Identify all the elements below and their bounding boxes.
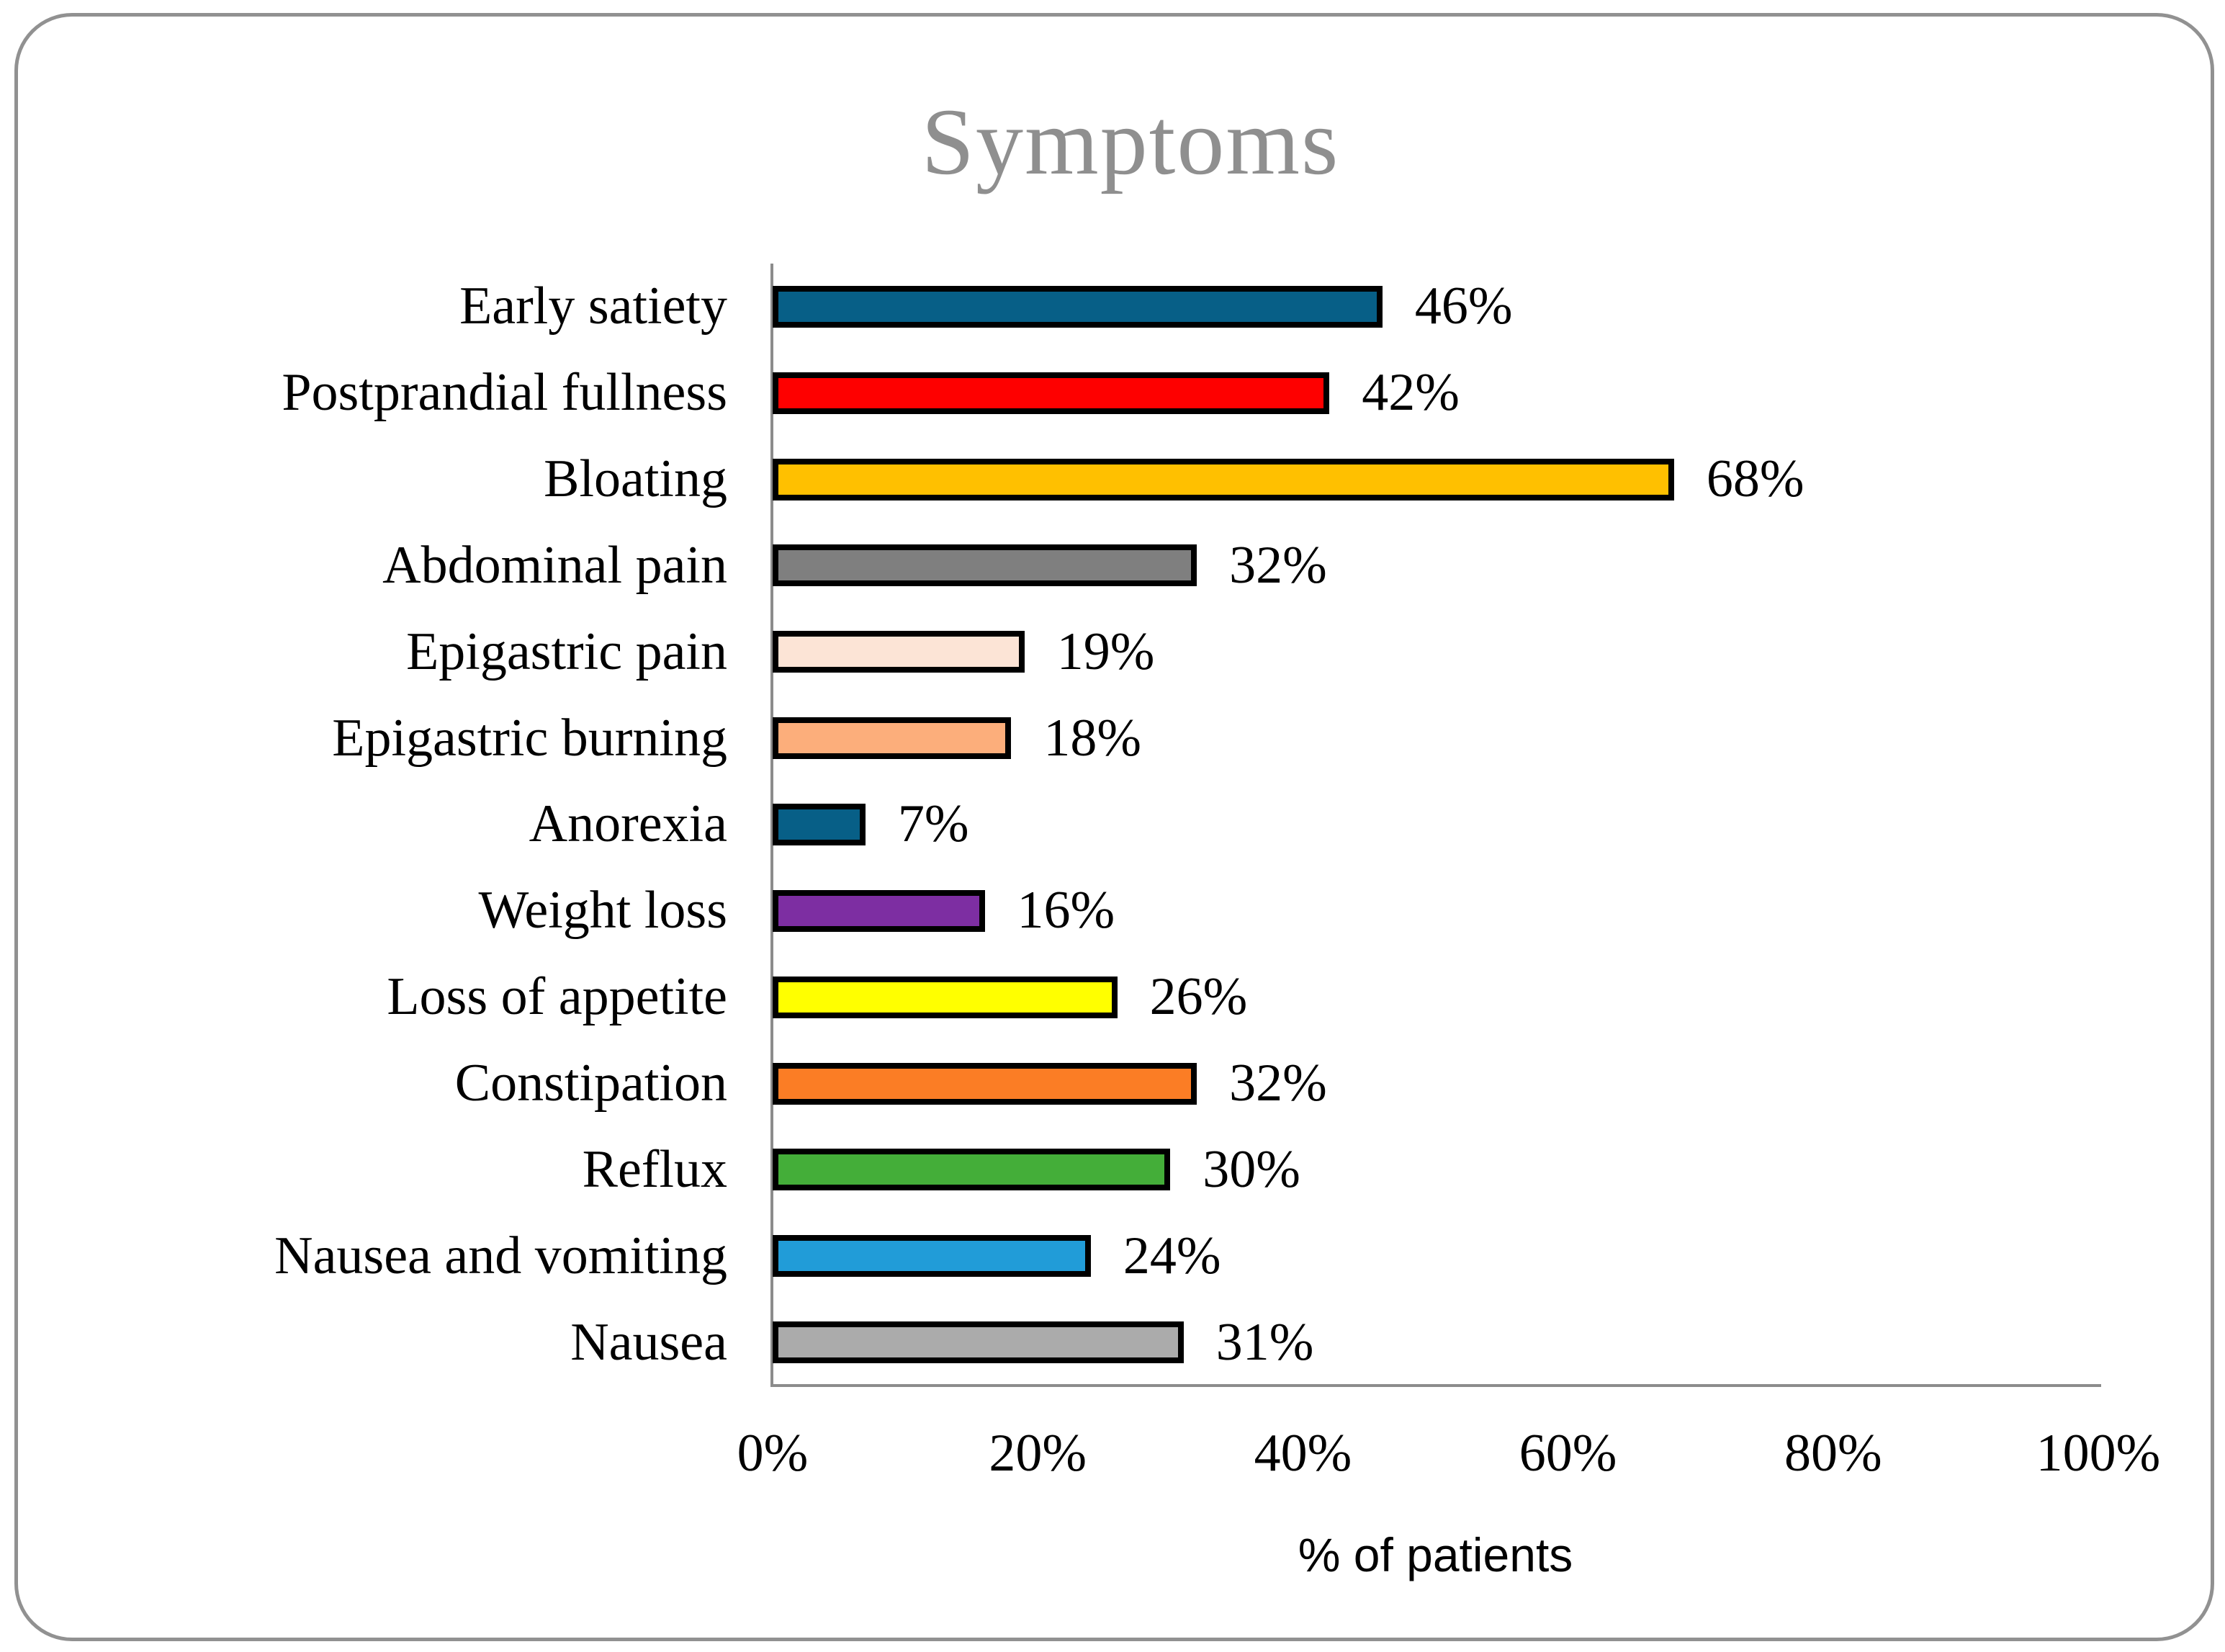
bar-row: 24% bbox=[773, 1213, 2098, 1299]
category-label: Epigastric pain bbox=[406, 621, 727, 681]
bar bbox=[773, 1235, 1091, 1278]
bar bbox=[773, 544, 1197, 587]
bar bbox=[773, 1321, 1184, 1364]
plot-area: 46% 42% 68% 32% 19% 18% 7% 16% 26% 32% 30% 24% 31% bbox=[773, 264, 2098, 1386]
category-label: Loss of appetite bbox=[387, 967, 727, 1027]
category-label: Early satiety bbox=[459, 277, 727, 336]
category-label: Nausea bbox=[570, 1312, 727, 1372]
bar-value-label: 16% bbox=[1017, 881, 1115, 941]
bar-value-label: 32% bbox=[1229, 535, 1327, 595]
bar-value-label: 31% bbox=[1215, 1312, 1314, 1372]
y-axis-line bbox=[770, 264, 773, 1387]
bar-row: 16% bbox=[773, 868, 2098, 954]
x-axis-ticks: 0% 20% 40% 60% 80% 100% bbox=[737, 1423, 2161, 1502]
bar bbox=[773, 889, 985, 932]
category-label: Constipation bbox=[454, 1054, 727, 1113]
bar-value-label: 24% bbox=[1123, 1226, 1221, 1285]
bar-value-label: 68% bbox=[1706, 449, 1804, 509]
x-axis-title: % of patients bbox=[1298, 1528, 1573, 1581]
bar-row: 32% bbox=[773, 523, 2098, 609]
bar-row: 42% bbox=[773, 350, 2098, 436]
bar-row: 68% bbox=[773, 436, 2098, 523]
bar bbox=[773, 458, 1674, 500]
category-axis: Early satiety Postprandial fullness Bloati… bbox=[18, 264, 727, 1386]
x-tick-label: 20% bbox=[989, 1424, 1087, 1483]
category-label: Epigastric burning bbox=[332, 708, 727, 768]
bar-value-label: 26% bbox=[1149, 967, 1248, 1027]
bar-row: 30% bbox=[773, 1126, 2098, 1213]
bar bbox=[773, 717, 1012, 760]
chart-title: Symptoms bbox=[921, 89, 1340, 194]
category-label: Nausea and vomiting bbox=[274, 1226, 727, 1285]
bar bbox=[773, 1149, 1171, 1191]
bar bbox=[773, 976, 1118, 1018]
bar-row: 31% bbox=[773, 1299, 2098, 1386]
x-axis-line bbox=[770, 1384, 2101, 1387]
bar-value-label: 46% bbox=[1414, 277, 1513, 336]
category-label: Weight loss bbox=[478, 881, 727, 941]
bar-row: 19% bbox=[773, 609, 2098, 695]
bar-row: 18% bbox=[773, 695, 2098, 781]
x-tick-label: 0% bbox=[737, 1424, 809, 1483]
bar-value-label: 42% bbox=[1362, 363, 1460, 423]
bar bbox=[773, 372, 1330, 414]
bar-value-label: 30% bbox=[1203, 1139, 1300, 1199]
bar-row: 46% bbox=[773, 264, 2098, 350]
category-label: Bloating bbox=[544, 449, 727, 509]
x-tick-label: 80% bbox=[1784, 1424, 1882, 1483]
bar-row: 26% bbox=[773, 954, 2098, 1041]
bar-row: 7% bbox=[773, 781, 2098, 868]
category-label: Anorexia bbox=[529, 794, 727, 854]
bar-row: 32% bbox=[773, 1041, 2098, 1127]
bar-value-label: 18% bbox=[1043, 708, 1142, 768]
category-label: Postprandial fullness bbox=[282, 363, 727, 423]
x-tick-label: 60% bbox=[1519, 1424, 1617, 1483]
bar-value-label: 7% bbox=[897, 794, 969, 854]
bar bbox=[773, 631, 1025, 673]
bar-value-label: 32% bbox=[1229, 1054, 1327, 1113]
bar-value-label: 19% bbox=[1056, 621, 1155, 681]
x-tick-label: 40% bbox=[1254, 1424, 1352, 1483]
bar bbox=[773, 803, 866, 845]
category-label: Abdominal pain bbox=[382, 535, 727, 595]
bar bbox=[773, 285, 1383, 328]
chart-frame: Symptoms Early satiety Postprandial fulln… bbox=[14, 13, 2214, 1641]
bar bbox=[773, 1062, 1197, 1105]
category-label: Reflux bbox=[582, 1139, 727, 1199]
x-tick-label: 100% bbox=[2036, 1424, 2161, 1483]
